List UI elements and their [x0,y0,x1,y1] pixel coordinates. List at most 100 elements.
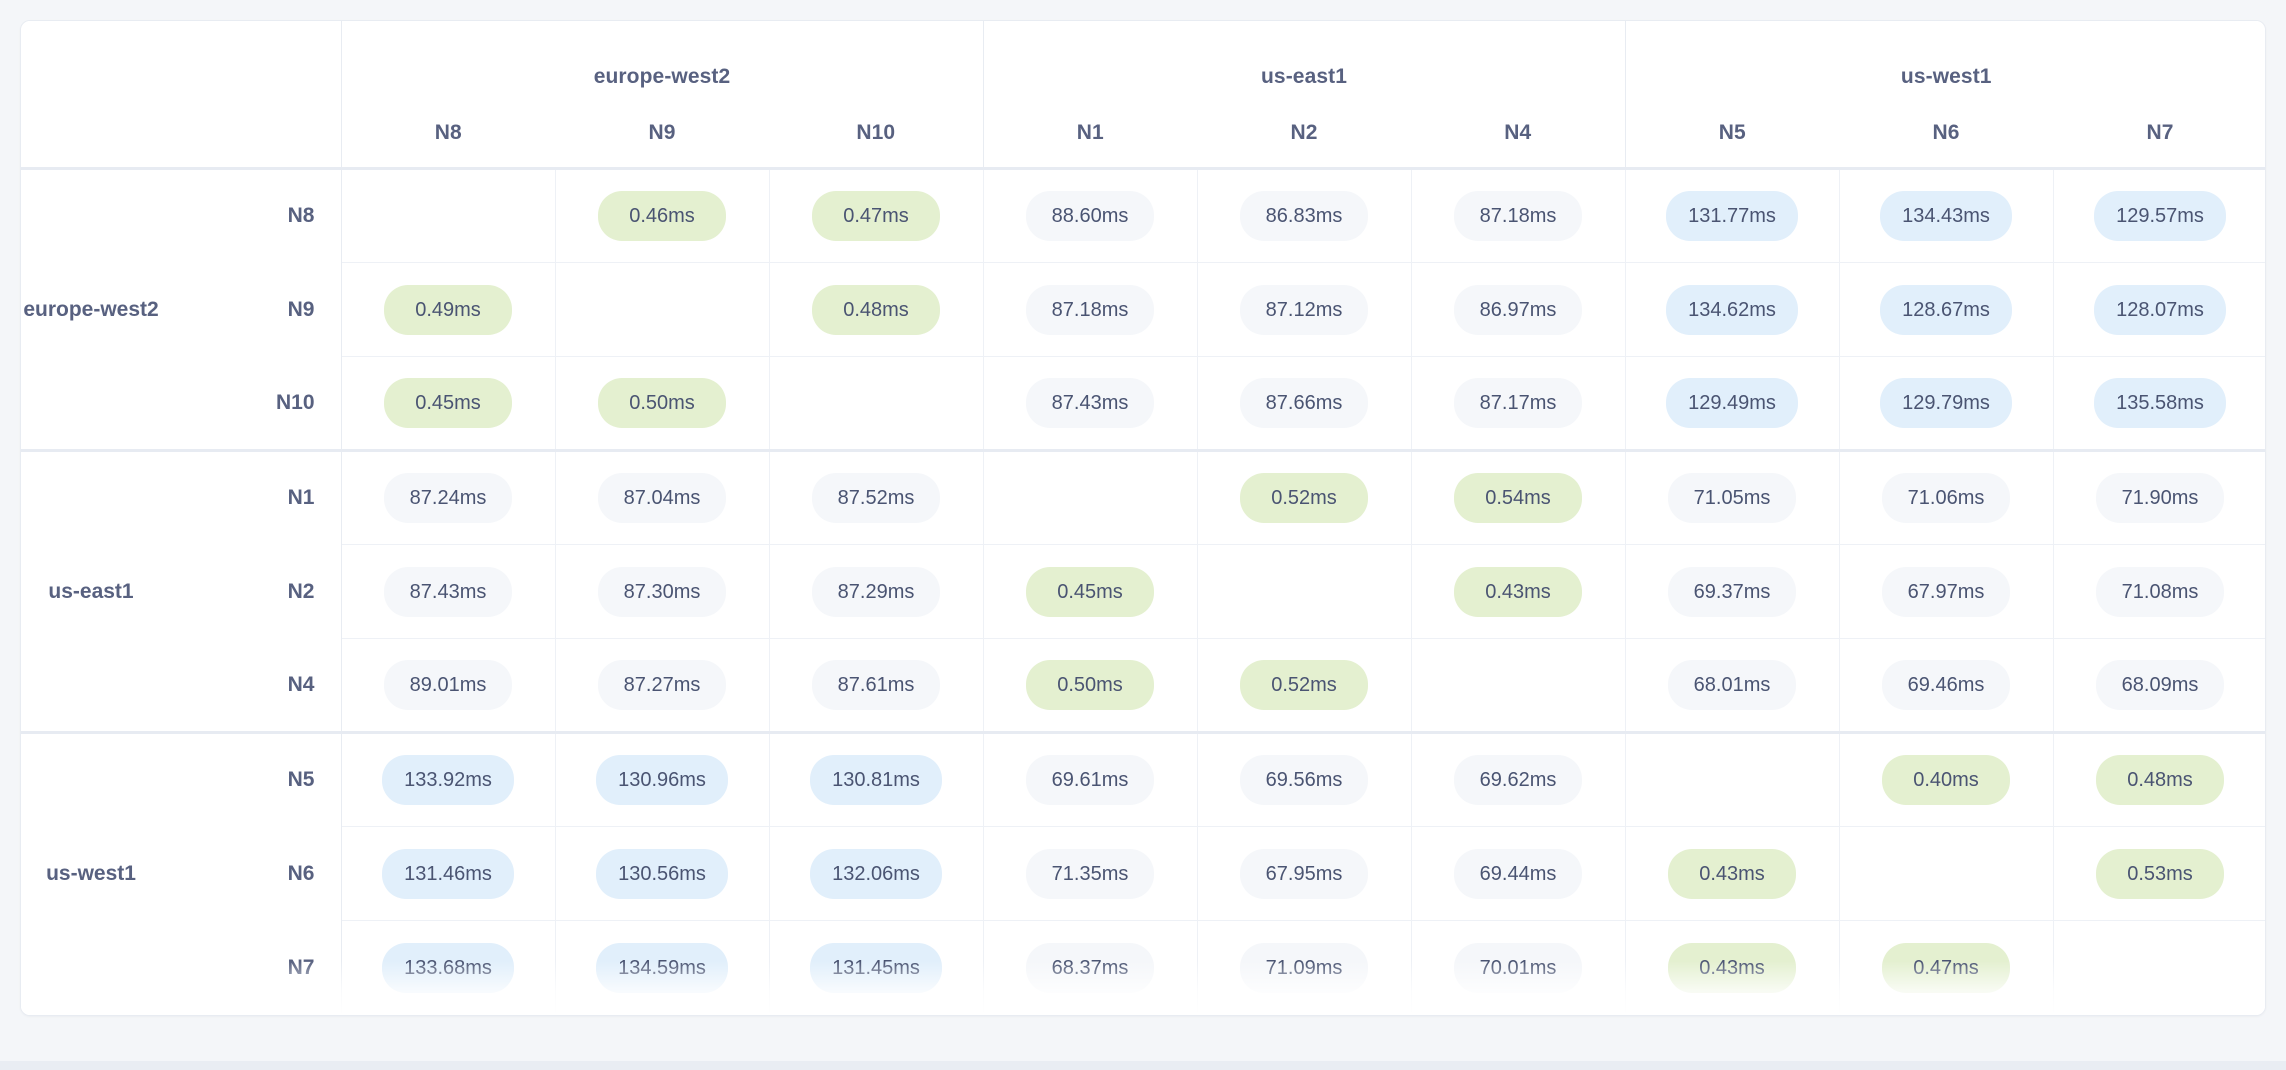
latency-cell[interactable]: 129.57ms [2053,167,2265,263]
latency-cell[interactable]: 87.18ms [982,262,1198,357]
latency-cell-self[interactable] [769,356,984,451]
latency-cell[interactable]: 69.44ms [1411,826,1626,921]
latency-cell[interactable]: 130.96ms [555,731,770,827]
latency-cell[interactable]: 69.46ms [1839,638,2054,733]
latency-cell[interactable]: 68.01ms [1624,638,1840,733]
latency-cell[interactable]: 89.01ms [340,638,556,733]
latency-cell[interactable]: 129.79ms [1839,356,2054,451]
latency-cell[interactable]: 71.06ms [1839,449,2054,545]
latency-cell-self[interactable] [1624,731,1840,827]
header-node-N4[interactable]: N4 [1411,121,1626,170]
latency-cell[interactable]: 134.59ms [555,920,770,1015]
horizontal-scrollbar[interactable] [0,1061,2286,1070]
latency-cell[interactable]: 130.56ms [555,826,770,921]
latency-cell[interactable]: 0.54ms [1411,449,1626,545]
latency-cell[interactable]: 128.67ms [1839,262,2054,357]
header-node-N5[interactable]: N5 [1624,121,1840,170]
row-node-label-N5[interactable]: N5 [161,731,342,827]
latency-cell-self[interactable] [1411,638,1626,733]
latency-cell[interactable]: 0.52ms [1197,638,1412,733]
latency-cell[interactable]: 0.49ms [340,262,556,357]
header-node-N9[interactable]: N9 [555,121,769,170]
latency-cell-self[interactable] [340,167,556,263]
latency-cell[interactable]: 133.92ms [340,731,556,827]
header-node-N7[interactable]: N7 [2053,121,2265,170]
row-node-label-N9[interactable]: N9 [161,262,342,357]
header-node-N6[interactable]: N6 [1839,121,2054,170]
latency-cell[interactable]: 69.56ms [1197,731,1412,827]
latency-cell[interactable]: 0.46ms [555,167,770,263]
latency-cell[interactable]: 0.53ms [2053,826,2265,921]
latency-cell[interactable]: 71.90ms [2053,449,2265,545]
row-node-label-N10[interactable]: N10 [161,356,342,451]
latency-cell[interactable]: 87.43ms [340,544,556,639]
latency-cell[interactable]: 129.49ms [1624,356,1840,451]
latency-cell[interactable]: 131.77ms [1624,167,1840,263]
latency-cell[interactable]: 87.24ms [340,449,556,545]
latency-cell[interactable]: 0.45ms [340,356,556,451]
row-node-label-N8[interactable]: N8 [161,167,342,263]
latency-cell[interactable]: 132.06ms [769,826,984,921]
latency-cell[interactable]: 67.95ms [1197,826,1412,921]
latency-cell[interactable]: 0.43ms [1411,544,1626,639]
latency-cell-self[interactable] [1197,544,1412,639]
latency-cell[interactable]: 130.81ms [769,731,984,827]
row-node-label-N2[interactable]: N2 [161,544,342,639]
latency-cell[interactable]: 71.05ms [1624,449,1840,545]
latency-cell[interactable]: 0.43ms [1624,920,1840,1015]
latency-cell[interactable]: 69.62ms [1411,731,1626,827]
row-node-label-N1[interactable]: N1 [161,449,342,545]
latency-cell-self[interactable] [1839,826,2054,921]
latency-cell[interactable]: 68.37ms [982,920,1198,1015]
latency-cell[interactable]: 71.08ms [2053,544,2265,639]
header-node-N10[interactable]: N10 [769,121,983,170]
latency-cell[interactable]: 131.45ms [769,920,984,1015]
latency-cell[interactable]: 87.27ms [555,638,770,733]
latency-cell[interactable]: 87.66ms [1197,356,1412,451]
latency-cell[interactable]: 87.30ms [555,544,770,639]
latency-cell[interactable]: 86.97ms [1411,262,1626,357]
latency-cell[interactable]: 0.48ms [2053,731,2265,827]
latency-cell[interactable]: 134.62ms [1624,262,1840,357]
latency-cell[interactable]: 87.29ms [769,544,984,639]
latency-cell-self[interactable] [2053,920,2265,1015]
latency-cell[interactable]: 71.09ms [1197,920,1412,1015]
latency-cell[interactable]: 86.83ms [1197,167,1412,263]
latency-cell[interactable]: 70.01ms [1411,920,1626,1015]
latency-cell[interactable]: 128.07ms [2053,262,2265,357]
latency-cell[interactable]: 67.97ms [1839,544,2054,639]
latency-cell[interactable]: 0.52ms [1197,449,1412,545]
latency-cell[interactable]: 88.60ms [982,167,1198,263]
latency-cell[interactable]: 87.43ms [982,356,1198,451]
latency-cell[interactable]: 71.35ms [982,826,1198,921]
latency-cell[interactable]: 0.50ms [982,638,1198,733]
latency-cell[interactable]: 0.43ms [1624,826,1840,921]
latency-cell[interactable]: 135.58ms [2053,356,2265,451]
latency-cell[interactable]: 87.04ms [555,449,770,545]
latency-cell-self[interactable] [982,449,1198,545]
latency-cell[interactable]: 87.52ms [769,449,984,545]
row-node-label-N6[interactable]: N6 [161,826,342,921]
latency-cell[interactable]: 134.43ms [1839,167,2054,263]
latency-cell[interactable]: 69.61ms [982,731,1198,827]
latency-cell[interactable]: 0.50ms [555,356,770,451]
latency-cell[interactable]: 87.17ms [1411,356,1626,451]
latency-cell[interactable]: 0.40ms [1839,731,2054,827]
header-node-N1[interactable]: N1 [982,121,1197,170]
header-node-N2[interactable]: N2 [1197,121,1411,170]
latency-cell[interactable]: 131.46ms [340,826,556,921]
header-node-N8[interactable]: N8 [340,121,555,170]
latency-cell[interactable]: 133.68ms [340,920,556,1015]
latency-cell[interactable]: 87.12ms [1197,262,1412,357]
latency-cell[interactable]: 69.37ms [1624,544,1840,639]
latency-cell[interactable]: 0.48ms [769,262,984,357]
latency-cell[interactable]: 87.61ms [769,638,984,733]
latency-cell-self[interactable] [555,262,770,357]
latency-cell[interactable]: 87.18ms [1411,167,1626,263]
row-node-label-N7[interactable]: N7 [161,920,342,1015]
latency-cell[interactable]: 0.47ms [1839,920,2054,1015]
latency-cell[interactable]: 0.47ms [769,167,984,263]
row-node-label-N4[interactable]: N4 [161,638,342,733]
latency-cell[interactable]: 68.09ms [2053,638,2265,733]
latency-cell[interactable]: 0.45ms [982,544,1198,639]
